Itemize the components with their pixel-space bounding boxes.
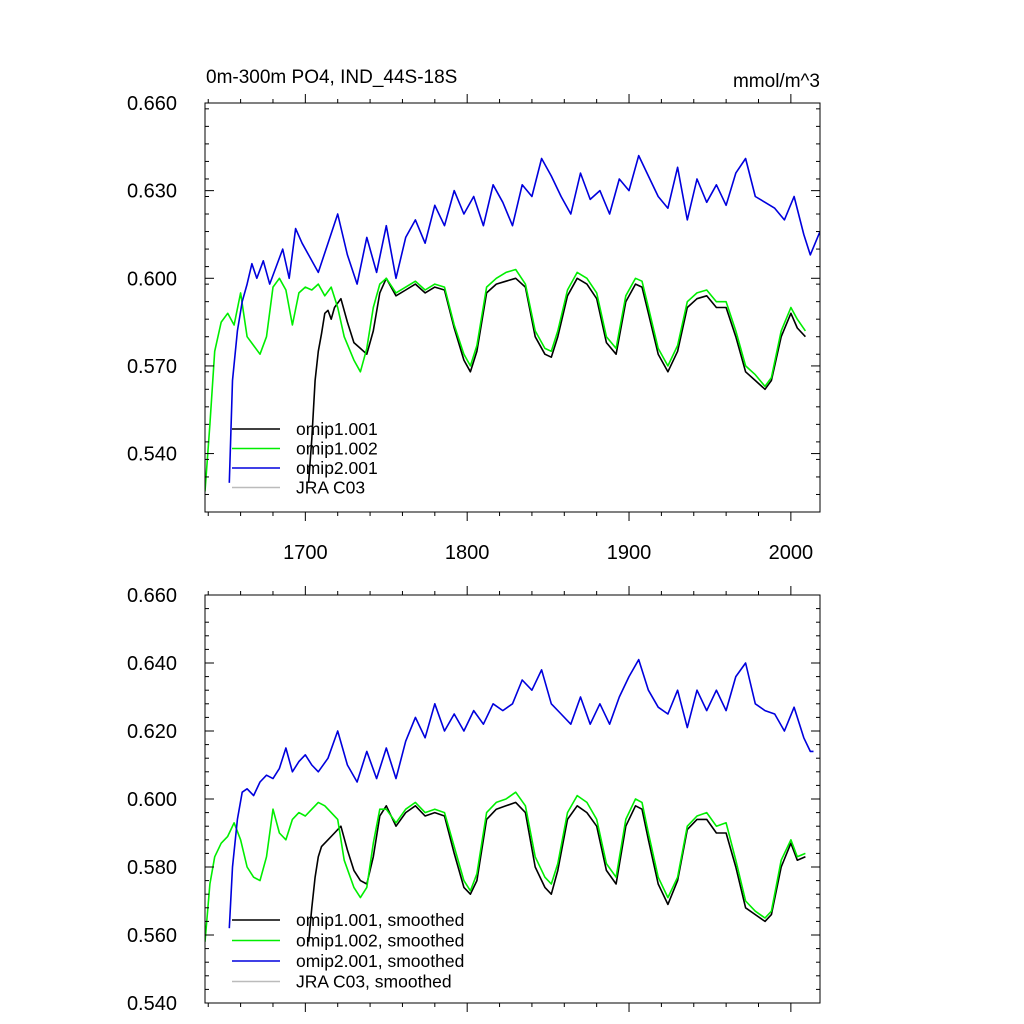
top-y-tick-label: 0.540 [127,444,177,466]
bottom-series-line-2 [228,658,814,929]
bottom-y-tick-label: 0.560 [127,925,177,947]
bottom-legend-label: omip1.001, smoothed [296,910,464,930]
top-legend-label: omip1.002 [296,439,378,459]
top-legend-label: JRA C03 [296,478,365,498]
bottom-y-tick-label: 0.640 [127,653,177,675]
top-x-tick-label: 1800 [445,542,490,564]
bottom-y-tick-label: 0.580 [127,857,177,879]
top-x-tick-label: 1900 [607,542,652,564]
bottom-y-tick-label: 0.660 [127,585,177,607]
top-y-tick-label: 0.660 [127,93,177,115]
top-x-tick-label: 2000 [769,542,814,564]
top-plot-frame [204,102,821,513]
bottom-y-tick-label: 0.600 [127,789,177,811]
top-panel-units: mmol/m^3 [733,71,820,92]
top-series-line-2 [228,154,820,483]
top-legend-label: omip1.001 [296,419,378,439]
bottom-legend-label: JRA C03, smoothed [296,972,452,992]
bottom-panel: 0.540 0.560 0.580 0.600 0.620 0.640 0.660 omip1… [127,585,821,1015]
top-y-tick-label: 0.630 [127,181,177,203]
top-panel: 0m-300m PO4, IND_44S-18S mmol/m^3 0.540 0… [127,67,821,564]
bottom-y-tick-label: 0.620 [127,721,177,743]
top-y-tick-label: 0.570 [127,356,177,378]
top-x-tick-label: 1700 [283,542,328,564]
top-y-tick-label: 0.600 [127,268,177,290]
top-series-line-0 [307,277,806,483]
top-series-line-1 [205,268,807,492]
bottom-series-line-1 [205,791,806,942]
bottom-y-tick-label: 0.540 [127,993,177,1015]
bottom-legend-label: omip2.001, smoothed [296,951,464,971]
bottom-legend-label: omip1.002, smoothed [296,931,464,951]
bottom-series-line-0 [307,801,806,942]
top-panel-title: 0m-300m PO4, IND_44S-18S [206,67,457,88]
top-legend-label: omip2.001 [296,458,378,478]
